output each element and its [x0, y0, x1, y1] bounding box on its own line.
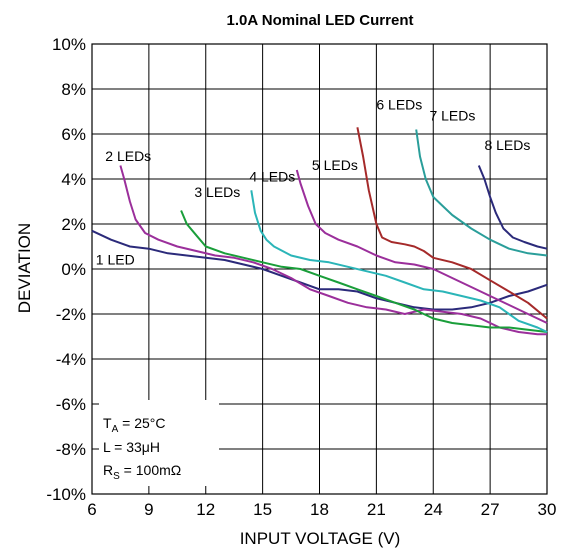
- series-label-4-leds: 4 LEDs: [249, 168, 295, 184]
- x-tick-label: 18: [310, 500, 329, 519]
- x-tick-label: 12: [196, 500, 215, 519]
- plot-frame: [91, 43, 548, 495]
- x-tick-label: 24: [424, 500, 443, 519]
- series-label-8-leds: 8 LEDs: [484, 137, 530, 153]
- y-tick-label: -4%: [56, 350, 86, 369]
- annotation-resistance: RS = 100mΩ: [103, 462, 181, 482]
- series-label-7-leds: 7 LEDs: [429, 108, 475, 124]
- y-tick-label: 0%: [61, 260, 86, 279]
- axes: 6 9 12 15 18 21 24 27 30 -10% -8% -6% -4% -2% 0% 2% 4% 6%…: [46, 35, 556, 519]
- y-tick-label: 6%: [61, 125, 86, 144]
- series-line-2-leds: [119, 165, 547, 336]
- y-tick-label: -8%: [56, 440, 86, 459]
- series-labels: 1 LED 2 LEDs 3 LEDs 4 LEDs 5 LEDs 6 LEDs 7 LED…: [96, 96, 531, 267]
- x-axis-title: INPUT VOLTAGE (V): [240, 529, 401, 548]
- y-tick-label: 2%: [61, 215, 86, 234]
- series-line-8-leds: [477, 165, 548, 250]
- x-tick-label: 21: [367, 500, 386, 519]
- y-tick-label: -2%: [56, 305, 86, 324]
- x-tick-label: 6: [87, 500, 96, 519]
- y-tick-label: -10%: [46, 485, 86, 504]
- series-line-3-leds: [180, 210, 548, 333]
- series-line-6-leds: [356, 127, 548, 320]
- series-line-5-leds: [295, 169, 548, 324]
- series-line-4-leds: [250, 190, 548, 333]
- series-label-1-led: 1 LED: [96, 252, 135, 268]
- y-tick-label: 4%: [61, 170, 86, 189]
- y-tick-label: 10%: [52, 35, 86, 54]
- x-tick-label: 9: [144, 500, 153, 519]
- y-axis-title: DEVIATION: [15, 223, 34, 313]
- annotation-temperature: TA = 25°C: [103, 415, 165, 435]
- annotation-background: [99, 400, 219, 486]
- x-tick-label: 15: [253, 500, 272, 519]
- chart-title: 1.0A Nominal LED Current: [227, 12, 414, 29]
- series-line-1-led: [91, 229, 548, 311]
- series-group: [91, 127, 548, 336]
- series-line-7-leds: [415, 129, 548, 257]
- series-label-6-leds: 6 LEDs: [376, 96, 422, 112]
- annotation-inductance: L = 33μH: [103, 439, 160, 455]
- y-tick-label: 8%: [61, 80, 86, 99]
- x-tick-label: 27: [481, 500, 500, 519]
- series-label-2-leds: 2 LEDs: [105, 148, 151, 164]
- series-label-3-leds: 3 LEDs: [194, 184, 240, 200]
- y-tick-label: -6%: [56, 395, 86, 414]
- x-tick-label: 30: [538, 500, 557, 519]
- series-label-5-leds: 5 LEDs: [312, 157, 358, 173]
- conditions-annotation: TA = 25°C L = 33μH RS = 100mΩ: [99, 400, 219, 486]
